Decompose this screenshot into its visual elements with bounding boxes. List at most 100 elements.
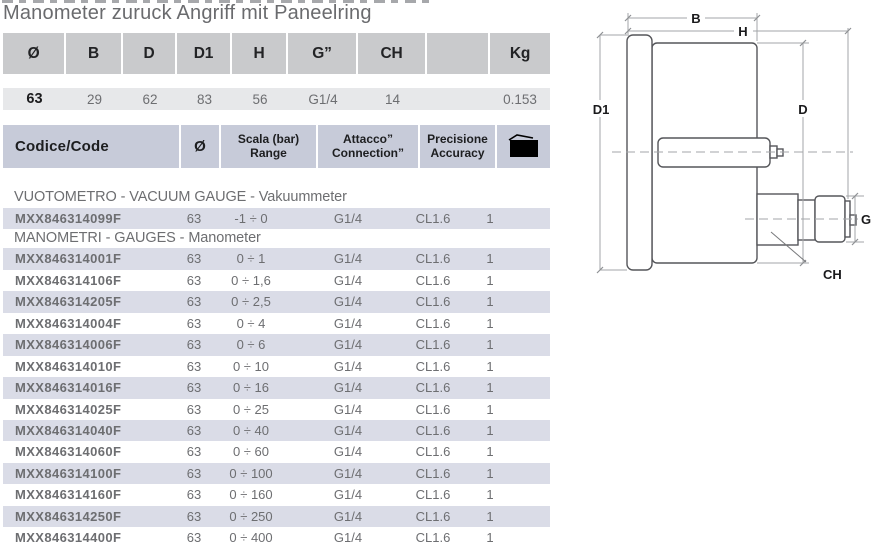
- cell-dia: 63: [186, 444, 202, 460]
- products-table-header: Codice/Code Ø Scala (bar) Range Attacco”…: [3, 125, 550, 168]
- cell-qty: 1: [486, 272, 494, 288]
- cell-qty: 1: [486, 210, 494, 226]
- cell-acc: CL1.6: [415, 530, 451, 546]
- cell-code: MXX846314250F: [15, 508, 122, 524]
- dim-header-cell: D: [123, 33, 177, 74]
- cell-acc: CL1.6: [415, 272, 451, 288]
- cell-acc: CL1.6: [415, 294, 451, 310]
- product-row: MXX846314106F 63 0 ÷ 1,6 G1/4 CL1.6 1: [3, 270, 550, 291]
- cell-qty: 1: [486, 487, 494, 503]
- dim-header-cell: B: [66, 33, 123, 74]
- cell-code: MXX846314025F: [15, 401, 122, 417]
- cell-qty: 1: [486, 315, 494, 331]
- product-row: MXX846314100F 63 0 ÷ 100 G1/4 CL1.6 1: [3, 462, 550, 485]
- cell-code: MXX846314400F: [15, 530, 122, 546]
- connection-neck: [797, 199, 816, 241]
- col-header-range-line2: Range: [250, 145, 287, 160]
- dim-tick: [624, 14, 632, 22]
- cell-range: 0 ÷ 60: [232, 444, 270, 460]
- cell-code: MXX846314160F: [15, 487, 122, 503]
- label-mask: [687, 10, 705, 26]
- cell-range: 0 ÷ 16: [232, 380, 270, 396]
- cell-conn: G1/4: [333, 465, 363, 481]
- dim-tick: [596, 266, 604, 274]
- cell-conn: G1/4: [333, 444, 363, 460]
- label-mask: [793, 100, 813, 117]
- dim-header-cell: H: [232, 33, 288, 74]
- cell-qty: 1: [486, 465, 494, 481]
- dim-value-cell: G1/4: [308, 91, 338, 107]
- product-row: MXX846314016F 63 0 ÷ 16 G1/4 CL1.6 1: [3, 377, 550, 399]
- dim-tick: [753, 14, 761, 22]
- cell-range: 0 ÷ 250: [229, 508, 273, 524]
- cell-range: -1 ÷ 0: [234, 210, 268, 226]
- dim-value-cell: 29: [86, 91, 103, 107]
- cell-qty: 1: [486, 401, 494, 417]
- col-header-diameter-label: Ø: [194, 137, 206, 155]
- dim-header-cell: Ø: [3, 33, 66, 74]
- product-row: MXX846314025F 63 0 ÷ 25 G1/4 CL1.6 1: [3, 399, 550, 420]
- cell-dia: 63: [186, 422, 202, 438]
- dim-label-D1: D1: [593, 102, 610, 117]
- dim-header-cell: CH: [358, 33, 427, 74]
- cell-acc: CL1.6: [415, 401, 451, 417]
- dim-value-cell: 14: [384, 91, 401, 107]
- ch-leader-line: [770, 231, 807, 263]
- cell-qty: 1: [486, 358, 494, 374]
- product-row: MXX846314006F 63 0 ÷ 6 G1/4 CL1.6 1: [3, 334, 550, 356]
- cell-qty: 1: [486, 294, 494, 310]
- product-rows: VUOTOMETRO - VACUUM GAUGE - Vakuummeter M…: [3, 188, 550, 548]
- cell-code: MXX846314006F: [15, 337, 122, 353]
- cell-qty: 1: [486, 444, 494, 460]
- cell-acc: CL1.6: [415, 444, 451, 460]
- cell-acc: CL1.6: [415, 210, 451, 226]
- dim-tick: [851, 238, 859, 246]
- dimensions-table-header: Ø B D D1 H G” CH Kg: [3, 33, 550, 74]
- cell-range: 0 ÷ 1,6: [231, 272, 271, 288]
- dim-value-cell: 0.153: [503, 91, 537, 107]
- gauge-side-view-drawing: B H D1 D G CH: [588, 10, 871, 282]
- cell-dia: 63: [186, 487, 202, 503]
- dim-tick: [799, 39, 807, 47]
- col-header-range-line1: Scala (bar): [237, 132, 300, 146]
- dim-header-cell: G”: [288, 33, 358, 74]
- cell-code: MXX846314001F: [15, 251, 122, 267]
- label-mask: [734, 23, 753, 39]
- dim-label-D: D: [798, 102, 807, 117]
- cell-code: MXX846314004F: [15, 315, 122, 331]
- cell-conn: G1/4: [333, 358, 363, 374]
- cell-acc: CL1.6: [415, 315, 451, 331]
- cell-qty: 1: [486, 251, 494, 267]
- product-row: MXX846314400F 63 0 ÷ 400 G1/4 CL1.6 1: [3, 527, 550, 548]
- product-row: MXX846314250F 63 0 ÷ 250 G1/4 CL1.6 1: [3, 505, 550, 528]
- cell-acc: CL1.6: [415, 380, 451, 396]
- dim-label-H: H: [738, 24, 747, 39]
- col-header-accuracy-line2: Accuracy: [430, 145, 485, 160]
- dim-label-CH: CH: [823, 267, 842, 282]
- cell-acc: CL1.6: [415, 465, 451, 481]
- dim-tick: [851, 192, 859, 200]
- cell-conn: G1/4: [333, 251, 363, 267]
- cell-conn: G1/4: [333, 508, 363, 524]
- cell-dia: 63: [186, 315, 202, 331]
- cell-dia: 63: [186, 272, 202, 288]
- cell-conn: G1/4: [333, 380, 363, 396]
- cell-dia: 63: [186, 465, 202, 481]
- cell-conn: G1/4: [333, 272, 363, 288]
- cell-dia: 63: [186, 251, 202, 267]
- cell-conn: G1/4: [333, 422, 363, 438]
- cell-acc: CL1.6: [415, 508, 451, 524]
- col-header-range: Scala (bar) Range: [221, 125, 318, 168]
- cell-range: 0 ÷ 25: [232, 401, 270, 417]
- cell-qty: 1: [486, 337, 494, 353]
- page-title: Manometer zuruck Angriff mit Paneelring: [3, 2, 372, 24]
- cell-dia: 63: [186, 401, 202, 417]
- cell-dia: 63: [186, 337, 202, 353]
- col-header-diameter: Ø: [181, 125, 221, 168]
- cell-qty: 1: [486, 422, 494, 438]
- cell-range: 0 ÷ 160: [229, 487, 273, 503]
- cell-code: MXX846314099F: [15, 210, 122, 226]
- cell-conn: G1/4: [333, 294, 363, 310]
- product-row: MXX846314040F 63 0 ÷ 40 G1/4 CL1.6 1: [3, 419, 550, 442]
